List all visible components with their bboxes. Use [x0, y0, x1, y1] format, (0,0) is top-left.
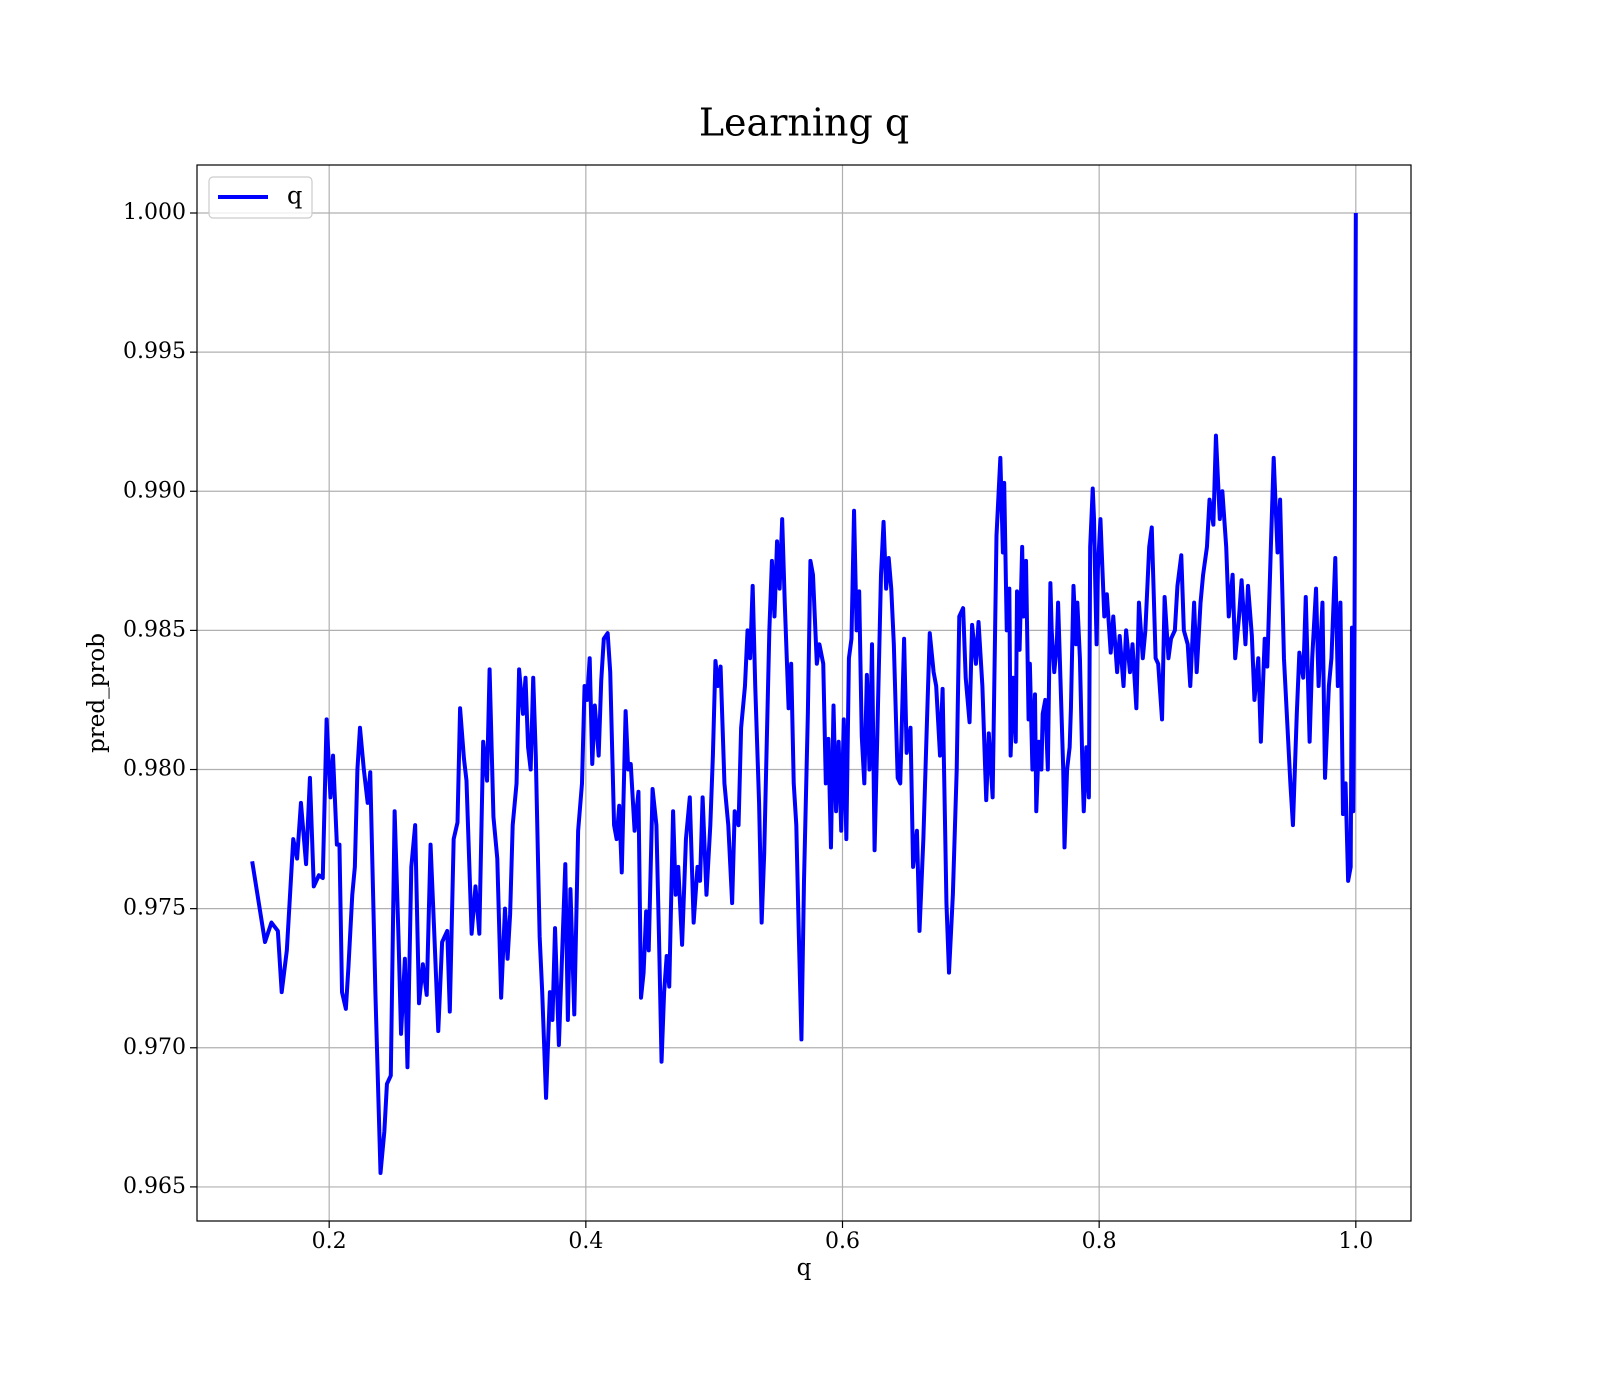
- legend-label: q: [287, 182, 302, 210]
- y-tick-label: 1.000: [123, 200, 186, 225]
- plot-frame: [196, 164, 1412, 1222]
- y-tick-label: 0.975: [123, 896, 186, 921]
- y-tick-label: 0.995: [123, 339, 186, 364]
- y-tick-label: 0.965: [123, 1174, 186, 1199]
- y-tick-label: 0.985: [123, 617, 186, 642]
- x-tick-label: 0.2: [312, 1229, 347, 1254]
- y-tick-label: 0.970: [123, 1035, 186, 1060]
- chart-title: Learning q: [699, 101, 909, 145]
- y-axis-label: pred_prob: [84, 633, 110, 753]
- x-tick-label: 0.4: [568, 1229, 603, 1254]
- data-line: [250, 212, 1358, 1175]
- x-tick-label: 0.8: [1082, 1229, 1117, 1254]
- x-axis-label: q: [797, 1255, 812, 1281]
- y-tick-label: 0.990: [123, 478, 186, 503]
- x-tick-label: 1.0: [1338, 1229, 1373, 1254]
- x-tick-label: 0.6: [825, 1229, 860, 1254]
- y-tick-label: 0.980: [123, 757, 186, 782]
